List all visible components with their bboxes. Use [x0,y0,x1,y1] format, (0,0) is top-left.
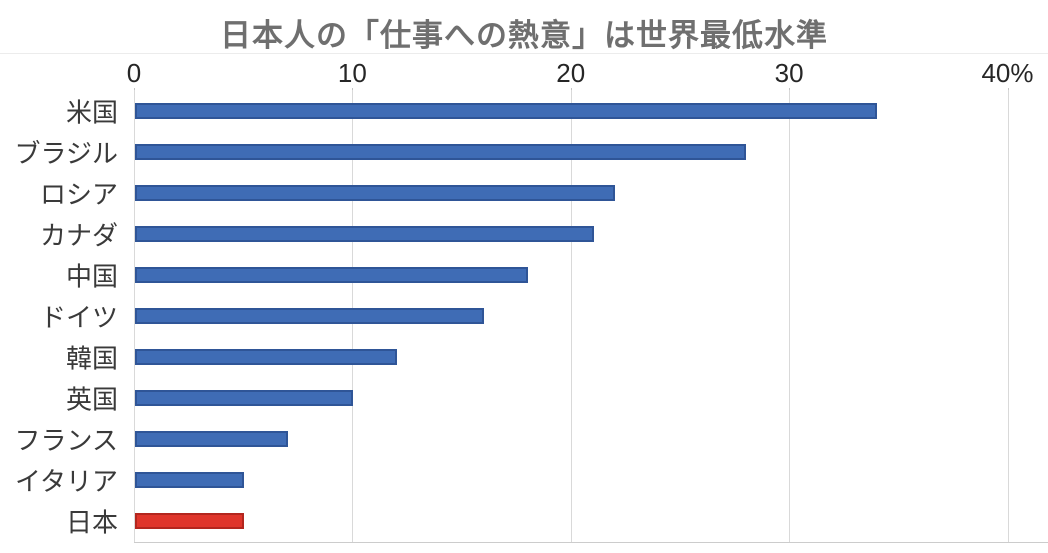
gridline [1007,90,1009,542]
x-tick-label: 10 [337,58,367,88]
category-label: イタリア [15,466,118,497]
bar [135,308,485,324]
x-tick-label: 40% [981,58,1034,88]
bar [135,431,288,448]
bar [135,472,245,489]
category-label: ドイツ [39,302,118,333]
gridline [570,90,572,542]
category-label: ブラジル [14,138,118,169]
bar [135,184,616,201]
chart-title: 日本人の「仕事への熱意」は世界最低水準 [220,18,828,53]
category-label: 日本 [65,507,118,538]
category-label: 米国 [65,97,118,128]
gridline [789,90,791,542]
x-tick-label: 0 [126,58,142,88]
category-label: ロシア [39,179,118,210]
top-border-line [0,53,1048,54]
bar [135,349,398,366]
gridline [134,90,135,542]
bar [135,102,878,119]
x-axis-bottom-line [134,542,1048,543]
category-label: 中国 [65,261,118,292]
bar [135,143,747,160]
bar [135,266,529,283]
category-label: カナダ [39,220,118,251]
category-label: フランス [14,425,118,456]
bar [135,390,354,407]
category-label: 英国 [65,384,118,415]
x-tick-label: 20 [556,58,586,88]
x-tick-label: 30 [774,58,804,88]
bar-japan-highlight [135,513,245,530]
bar [135,225,594,242]
category-label: 韓国 [65,343,118,374]
